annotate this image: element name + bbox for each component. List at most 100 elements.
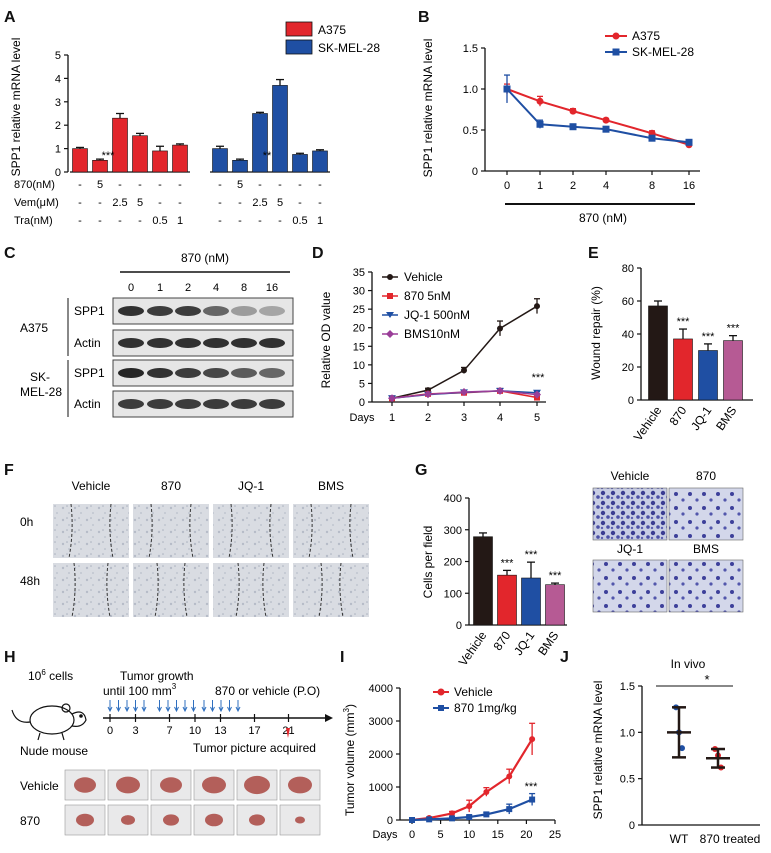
panel-a-ytick-label: 4 [55, 73, 61, 85]
panel-a-ylabel: SPP1 relative mRNA level [9, 38, 23, 177]
panel-g-micrograph [668, 559, 744, 613]
panel-j-ytick-label: 0.5 [620, 774, 635, 786]
panel-a-ytick-label: 0 [55, 167, 61, 179]
panel-b-ytick-label: 0.5 [463, 125, 478, 137]
panel-h-mouse: Nude mouse [20, 744, 88, 758]
panel-f-row-0h: 0h [20, 515, 33, 529]
panel-h-dose-arrow-icon [218, 700, 224, 713]
panel-h-tumor [160, 777, 182, 793]
panel-f-image [133, 563, 209, 617]
panel-h-tumor [76, 813, 94, 827]
panel-a-ytick-label: 1 [55, 144, 61, 156]
panel-i-point [409, 817, 415, 823]
panel-b-point [602, 116, 610, 124]
panel-i-point [529, 736, 536, 743]
panel-c-band [231, 306, 257, 316]
panel-j-title: In vivo [671, 657, 706, 671]
panel-i-xtick-label: 5 [438, 829, 444, 841]
panel-c-band-spp1-2: SPP1 [74, 366, 105, 380]
panel-b-ytick-label: 0 [472, 166, 478, 178]
panel-g-xtick-label: BMS [535, 629, 561, 658]
panel-b-xtick-label: 8 [649, 180, 655, 192]
panel-c-band-spp1-1: SPP1 [74, 304, 105, 318]
panel-a-cell-870: - [158, 179, 162, 191]
panel-e-sig: *** [702, 331, 716, 343]
panel-d-ytick-label: 0 [359, 397, 365, 409]
panel-i-ytick-label: 4000 [369, 683, 393, 695]
panel-a-cell-870: 5 [97, 179, 103, 191]
panel-c-dose-label: 16 [266, 282, 278, 294]
panel-c-band [231, 368, 257, 378]
panel-d-legend-1: 870 5nM [404, 289, 451, 303]
panel-h-dose-arrow-icon [133, 700, 138, 713]
panel-a-cell-870: - [258, 179, 262, 191]
panel-a-bar [72, 148, 88, 173]
panel-f-wound-edge [109, 503, 114, 559]
panel-i-point [426, 816, 433, 823]
panel-a-cell-870: - [318, 179, 322, 191]
panel-letter-b: B [418, 9, 430, 26]
panel-b-legend-a375: A375 [632, 29, 660, 43]
panel-i-xtick-label: 10 [463, 829, 475, 841]
panel-d-point [533, 390, 541, 399]
panel-h-cells: 106 cells [28, 668, 73, 683]
panel-e-xtick-label: JQ-1 [688, 403, 715, 433]
panel-a-cell-vem: - [98, 197, 102, 209]
panel-b-legend-skmel: SK-MEL-28 [632, 45, 694, 59]
panel-h-dose-arrow-icon [235, 700, 241, 713]
panel-i-xtick-label: 0 [409, 829, 415, 841]
panel-i-point [506, 806, 513, 813]
panel-a-cell-870: - [138, 179, 142, 191]
panel-c-band-actin-2: Actin [74, 397, 101, 411]
panel-f-wound-edge [189, 503, 194, 559]
panel-d-sig: *** [532, 372, 546, 384]
panel-h-dose-arrow-icon [191, 700, 196, 713]
panel-a-cell-870: - [118, 179, 122, 191]
panel-e-bar [723, 340, 743, 401]
panel-h-tumor [74, 777, 96, 793]
panel-d-legend-0: Vehicle [404, 270, 443, 284]
panel-letter-a: A [4, 9, 16, 26]
panel-h-timeline-label: 0 [107, 725, 113, 737]
panel-e-bar [673, 338, 693, 401]
panel-h-dose-arrow-icon [157, 700, 162, 713]
panel-b-xtick-label: 1 [537, 180, 543, 192]
panel-a-cell-870: - [278, 179, 282, 191]
panel-g-ytick-label: 0 [456, 620, 462, 632]
panel-i: Tumor volume (mm3) 0 1000 2000 3000 4000 Days… [342, 683, 561, 841]
panel-f-image [213, 504, 289, 558]
panel-a-bar [112, 117, 128, 173]
panel-b-point [536, 97, 544, 105]
panel-b-ytick-label: 1.0 [463, 84, 478, 96]
panel-f-wound-edge [228, 503, 233, 559]
panel-d-xtick-label: 3 [461, 412, 467, 424]
panel-h: 106 cells Tumor growth until 100 mm3 870… [11, 668, 333, 836]
panel-e: Wound repair (%) 0 20 40 60 80 Vehicle *** 870… [589, 263, 753, 443]
panel-d-ytick-label: 30 [353, 286, 365, 298]
panel-d-point [388, 394, 396, 403]
panel-h-tumor [205, 813, 223, 827]
panel-h-tumor [163, 814, 179, 826]
panel-f: Vehicle 870 JQ-1 BMS 0h 48h [20, 479, 369, 618]
panel-g-bar [521, 577, 541, 626]
panel-e-ytick-label: 0 [628, 395, 634, 407]
panel-d-ytick-label: 15 [353, 341, 365, 353]
panel-i-ytick-label: 2000 [369, 749, 393, 761]
panel-b-xtick-label: 4 [603, 180, 609, 192]
panel-letter-e: E [588, 245, 599, 262]
panel-f-image [133, 504, 209, 558]
panel-c-band [259, 306, 285, 316]
panel-c-band [147, 399, 173, 409]
panel-letter-i: I [340, 649, 344, 666]
panel-g-bar [545, 584, 565, 626]
panel-h-dose-arrow-icon [165, 700, 171, 713]
panel-a-cell-870: - [178, 179, 182, 191]
panel-h-row-vehicle: Vehicle [20, 779, 59, 793]
panel-g-sig: *** [525, 549, 539, 561]
panel-i-ytick-label: 3000 [369, 716, 393, 728]
panel-g-xtick-label: 870 [490, 628, 513, 653]
panel-e-xtick-label: 870 [666, 403, 689, 428]
panel-a-cell-vem: 5 [137, 197, 143, 209]
panel-a-cell-vem: - [78, 197, 82, 209]
